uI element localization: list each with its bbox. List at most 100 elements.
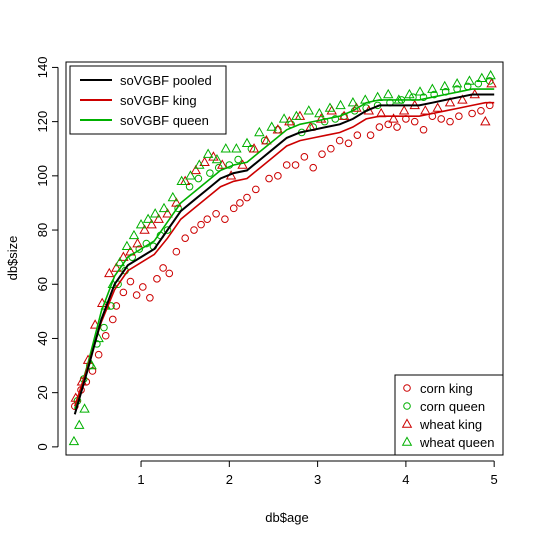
wheat-queen-point: [220, 143, 232, 153]
corn-king-point: [212, 209, 220, 218]
legend-curve-label: soVGBF pooled: [120, 73, 212, 88]
corn-king-point: [203, 215, 212, 223]
y-tick-label: 40: [35, 331, 50, 345]
corn-king-point: [309, 163, 317, 172]
corn-king-point: [291, 161, 300, 169]
y-tick-label: 100: [35, 165, 50, 187]
wheat-king-point: [248, 143, 260, 153]
corn-queen-point: [206, 169, 214, 177]
legend-points-box: [394, 374, 504, 456]
wheat-queen-point: [114, 256, 126, 267]
corn-king-point: [419, 125, 428, 134]
legend-point-label: corn king: [420, 381, 473, 396]
scatter-layer: [68, 69, 497, 446]
wheat-king-point: [457, 94, 468, 104]
wheat-queen-point: [303, 105, 314, 115]
corn-king-point: [112, 302, 121, 310]
corn-king-point: [153, 275, 161, 283]
corn-king-point: [221, 215, 229, 223]
corn-queen-point: [135, 245, 144, 253]
corn-king-point: [410, 117, 419, 126]
wheat-king-point: [398, 105, 410, 115]
corn-king-point: [274, 172, 282, 180]
wheat-king-point: [199, 156, 210, 167]
corn-queen-point: [430, 90, 438, 99]
wheat-queen-point: [74, 419, 85, 429]
wheat-queen-point: [158, 202, 170, 213]
corn-king-point: [335, 136, 344, 145]
y-tick-label: 80: [35, 223, 50, 237]
corn-king-point: [265, 174, 273, 183]
wheat-queen-point: [324, 102, 336, 112]
wheat-king-point: [444, 97, 456, 107]
wheat-queen-point: [485, 69, 496, 80]
corn-king-point: [101, 331, 110, 340]
corn-king-point: [300, 153, 309, 161]
wheat-queen-point: [231, 143, 242, 153]
plot-frame: [65, 61, 504, 456]
y-tick-label: 20: [35, 385, 50, 399]
corn-queen-point: [174, 204, 182, 213]
corn-king-point: [229, 204, 238, 213]
corn-king-point: [327, 144, 335, 153]
wheat-queen-point: [79, 403, 90, 413]
wheat-queen-point: [404, 88, 415, 99]
wheat-king-point: [284, 116, 295, 126]
legend-circle-swatch: [403, 402, 411, 410]
wheat-king-point: [420, 105, 431, 115]
wheat-queen-point: [128, 229, 140, 240]
wheat-king-point: [171, 197, 182, 207]
x-tick-label: 5: [491, 472, 498, 487]
corn-king-point: [94, 350, 103, 359]
wheat-queen-point: [68, 435, 80, 446]
wheat-king-point: [208, 151, 219, 161]
legend-curves: soVGBF pooled soVGBF king soVGBF queen: [69, 65, 227, 135]
corn-king-point: [181, 234, 189, 242]
corn-king-point: [375, 123, 384, 131]
wheat-queen-point: [254, 126, 265, 137]
wheat-king-point: [217, 159, 228, 169]
wheat-queen-point: [241, 137, 253, 148]
legend-points: corn king corn queen wheat king wheat queen: [394, 374, 504, 456]
legend-circle-swatch: [403, 384, 411, 392]
wheat-king-point: [480, 116, 491, 126]
corn-queen-point: [185, 182, 194, 191]
wheat-king-point: [388, 113, 399, 123]
wheat-queen-point: [266, 121, 277, 131]
y-tick-label: 60: [35, 277, 50, 291]
corn-king-point: [318, 150, 326, 158]
wheat-queen-point: [291, 110, 302, 120]
corn-king-point: [344, 139, 353, 148]
wheat-queen-point: [121, 240, 133, 251]
corn-queen-point: [234, 155, 242, 164]
corn-king-point: [437, 115, 446, 123]
wheat-queen-point: [427, 83, 438, 93]
corn-queen-point: [320, 117, 329, 126]
wheat-queen-point: [176, 175, 187, 185]
wheat-queen-point: [278, 113, 290, 123]
wheat-queen-point: [185, 170, 196, 180]
corn-king-point: [243, 193, 251, 202]
y-tick-label: 140: [35, 57, 50, 79]
wheat-queen-point: [149, 208, 161, 218]
corn-king-point: [159, 264, 167, 272]
wheat-queen-point: [135, 218, 147, 229]
soVGBF-king-curve: [74, 101, 495, 407]
wheat-king-point: [432, 102, 443, 112]
corn-queen-point: [331, 115, 340, 123]
corn-king-point: [446, 117, 454, 126]
wheat-king-point: [153, 213, 164, 223]
x-tick-label: 1: [137, 472, 144, 487]
corn-king-point: [455, 112, 463, 121]
wheat-queen-point: [439, 80, 450, 91]
x-axis-label: db$age: [265, 510, 308, 525]
corn-king-point: [353, 131, 362, 139]
corn-king-point: [393, 123, 401, 131]
corn-king-point: [236, 199, 244, 207]
wheat-king-point: [104, 267, 115, 278]
wheat-king-point: [118, 251, 129, 261]
wheat-king-point: [139, 224, 150, 234]
wheat-king-point: [111, 262, 122, 272]
corn-king-point: [146, 294, 154, 302]
soVGBF-queen-curve: [74, 88, 495, 410]
